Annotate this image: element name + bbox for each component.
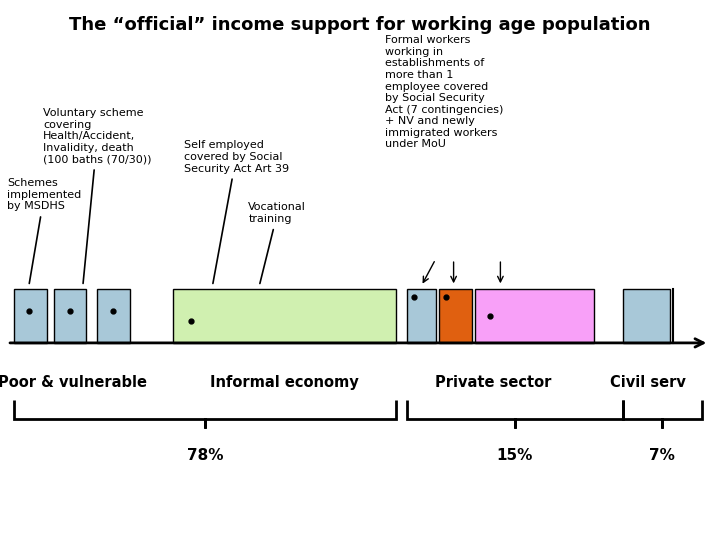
Text: The “official” income support for working age population: The “official” income support for workin… — [69, 16, 651, 34]
Text: Self employed
covered by Social
Security Act Art 39: Self employed covered by Social Security… — [184, 140, 289, 284]
Text: Schemes
implemented
by MSDHS: Schemes implemented by MSDHS — [7, 178, 81, 284]
Text: Poor & vulnerable: Poor & vulnerable — [0, 375, 146, 390]
Text: 78%: 78% — [187, 448, 223, 463]
Bar — [173, 289, 396, 343]
Text: 7%: 7% — [649, 448, 675, 463]
Text: Private sector: Private sector — [435, 375, 552, 390]
Bar — [14, 289, 47, 343]
Bar — [439, 289, 472, 343]
Bar — [407, 289, 436, 343]
Bar — [97, 289, 130, 343]
Text: Civil serv: Civil serv — [610, 375, 686, 390]
Text: Vocational
training: Vocational training — [248, 202, 306, 284]
Bar — [54, 289, 86, 343]
Text: Formal workers
working in
establishments of
more than 1
employee covered
by Soci: Formal workers working in establishments… — [385, 35, 503, 150]
Bar — [475, 289, 594, 343]
Text: 15%: 15% — [497, 448, 533, 463]
Bar — [623, 289, 670, 343]
Text: Informal economy: Informal economy — [210, 375, 359, 390]
Text: Voluntary scheme
covering
Health/Accident,
Invalidity, death
(100 baths (70/30)): Voluntary scheme covering Health/Acciden… — [43, 108, 152, 284]
